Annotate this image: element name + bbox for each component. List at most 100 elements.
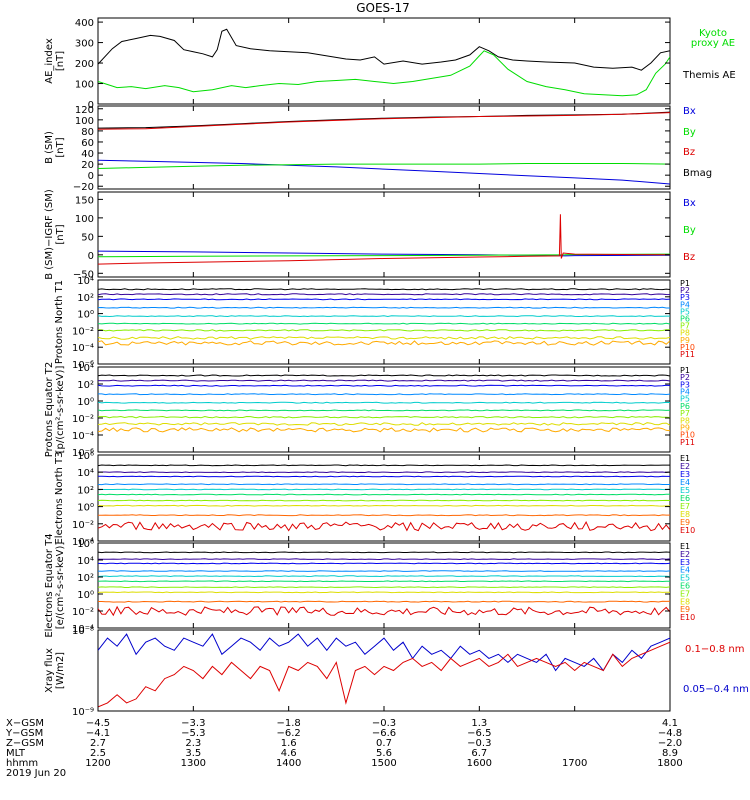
panel-xray: 10⁻⁹ 10⁻⁸ Xray flux[W/m2] 0.1−0.8 nm 0.05−0.… xyxy=(44,626,749,718)
channel-line xyxy=(98,393,670,396)
legend-entry: P2 xyxy=(680,373,690,382)
y-tick-label: 80 xyxy=(81,127,94,138)
channel-line xyxy=(98,288,670,291)
channel-line xyxy=(98,306,670,309)
x-row-value: −6.2 xyxy=(277,728,301,739)
legend-entry: P8 xyxy=(680,416,690,425)
y-tick-label: 100 xyxy=(75,116,94,127)
y-tick-label: −20 xyxy=(73,182,94,193)
x-row-value: −4.8 xyxy=(658,728,682,739)
x-axis-table: X−GSM −4.5 −3.3 −1.8 −0.3 1.3 4.1 Y−GSM −4.1 −5.3… xyxy=(5,718,683,779)
legend-entry: By xyxy=(683,127,696,138)
panel-frame xyxy=(97,629,671,712)
x-row-value: 1.6 xyxy=(281,738,297,749)
panel-e1: 10⁻⁴ 10⁻² 10⁰ 10² 10⁴ 10⁶ Electrons North T3 E1… xyxy=(54,451,695,548)
x-row-value: −6.6 xyxy=(372,728,396,739)
legend-entry: P10 xyxy=(680,431,695,440)
series-line xyxy=(98,214,670,265)
legend-entry: P1 xyxy=(680,279,690,288)
legend-entry: P9 xyxy=(680,423,690,432)
y-tick-label: 10⁰ xyxy=(77,590,94,601)
series-line xyxy=(98,633,670,672)
x-row-value: 1600 xyxy=(467,758,492,769)
y-tick-label: 10⁻² xyxy=(72,520,94,531)
legend-entry: 0.05−0.4 nm xyxy=(683,684,749,695)
x-row-value: 0.7 xyxy=(376,738,392,749)
series-line xyxy=(98,28,670,71)
channel-line xyxy=(98,409,670,412)
x-row-value: 6.7 xyxy=(471,748,487,759)
x-row-value: 1300 xyxy=(181,758,206,769)
y-axis-label: B (SM)[nT] xyxy=(44,131,66,164)
legend-entry: E6 xyxy=(680,494,690,503)
y-tick-label: 50 xyxy=(81,232,94,243)
y-tick-label: 10⁻⁶ xyxy=(72,448,94,459)
x-row-value: 2.3 xyxy=(185,738,201,749)
channel-line xyxy=(98,558,670,561)
legend-entry: E4 xyxy=(680,566,690,575)
y-tick-label: 10⁴ xyxy=(77,468,94,479)
legend-entry: P1 xyxy=(680,366,690,375)
channel-line xyxy=(98,415,670,419)
channel-line xyxy=(98,580,670,583)
legend-entry: P8 xyxy=(680,329,690,338)
plot-area xyxy=(98,551,670,617)
legend-entry: P6 xyxy=(680,402,690,411)
y-axis-label: Electrons Equator T4[e/(cm²-s-sr-keV)] xyxy=(44,533,66,637)
y-tick-label: 10⁻⁴ xyxy=(72,537,94,548)
y-axis-label: Protons Equator T2[p/(cm²-s-sr-keV)] xyxy=(44,362,66,458)
x-row-value: 1500 xyxy=(371,758,396,769)
y-axis-label: Electrons North T3 xyxy=(54,451,65,544)
legend: 0.1−0.8 nm 0.05−0.4 nm xyxy=(683,644,749,695)
legend-entry: P7 xyxy=(680,322,690,331)
x-row-label: Z−GSM xyxy=(6,738,44,749)
y-tick-label: 10⁻⁸ xyxy=(72,626,94,637)
panel-e2: 10⁻⁴ 10⁻² 10⁰ 10² 10⁴ 10⁶ Electrons Equator T4… xyxy=(44,533,695,637)
legend-entry: E1 xyxy=(680,454,690,463)
y-tick-label: 10⁻² xyxy=(72,414,94,425)
x-row-value: 3.5 xyxy=(185,748,201,759)
legend-entry: P3 xyxy=(680,293,690,302)
channel-line xyxy=(98,422,670,426)
legend-entry: 0.1−0.8 nm xyxy=(685,644,744,655)
x-row-value: −4.1 xyxy=(86,728,110,739)
panel-p2: 10⁻⁶ 10⁻⁴ 10⁻² 10⁰ 10² 10⁴ Protons Equator T2[… xyxy=(44,362,695,459)
channel-line xyxy=(98,493,670,496)
panel-frame xyxy=(97,542,671,629)
y-tick-label: 0 xyxy=(88,171,94,182)
legend-entry: E3 xyxy=(680,470,690,479)
y-tick-label: 300 xyxy=(75,39,94,50)
y-tick-label: 10⁶ xyxy=(77,451,94,462)
legend-entry: E8 xyxy=(680,597,690,606)
channel-line xyxy=(98,605,670,617)
y-tick-label: 60 xyxy=(81,138,94,149)
channel-line xyxy=(98,384,670,387)
legend-entry: P6 xyxy=(680,315,690,324)
plot-area xyxy=(98,111,670,185)
legend-entry: E10 xyxy=(680,613,695,622)
y-tick-label: 10² xyxy=(77,293,94,304)
plot-area xyxy=(98,374,670,433)
channel-line xyxy=(98,401,670,404)
channel-line xyxy=(98,379,670,382)
legend-entry: E10 xyxy=(680,526,695,535)
y-tick-label: 120 xyxy=(75,105,94,116)
y-tick-label: 10⁻⁹ xyxy=(72,707,94,718)
plot-area xyxy=(98,28,670,97)
x-row-value: −0.3 xyxy=(467,738,491,749)
legend-entry: Bz xyxy=(683,147,695,158)
legend-entry: E5 xyxy=(680,486,690,495)
legend-entry: P3 xyxy=(680,380,690,389)
x-row-value: −4.5 xyxy=(86,718,110,729)
x-row-value: 5.6 xyxy=(376,748,392,759)
legend-entry: P11 xyxy=(680,438,695,447)
y-tick-label: 10⁶ xyxy=(77,539,94,550)
